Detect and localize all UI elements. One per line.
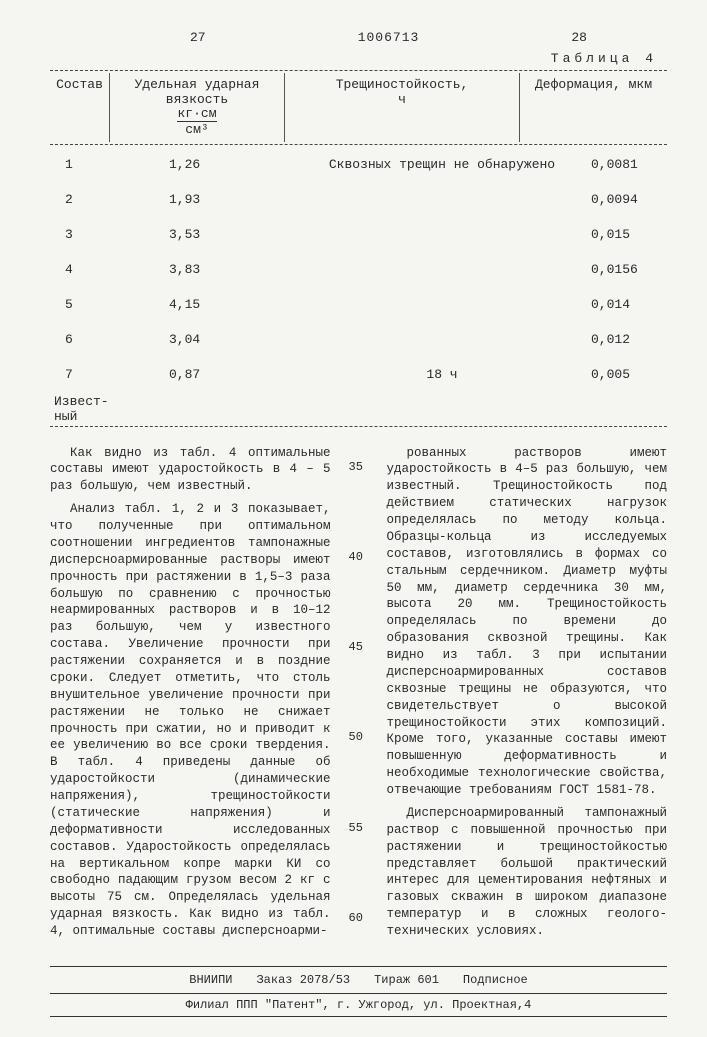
table-row: 54,15 0,014	[50, 287, 667, 322]
col-header-deform: Деформация, мкм	[520, 73, 668, 142]
footer-tirazh: Тираж 601	[374, 973, 439, 987]
footer-org: ВНИИПИ	[189, 973, 232, 987]
cell-crack	[323, 252, 561, 287]
col-header-viscosity: Удельная ударная вязкость кг·см см³	[110, 73, 285, 142]
cell-v: 3,53	[119, 217, 323, 252]
left-page-number: 27	[190, 30, 206, 45]
cell-n: 3	[50, 217, 119, 252]
cell-d: 0,0081	[561, 147, 667, 182]
line-number: 50	[349, 729, 369, 745]
table-rule-top	[50, 70, 667, 71]
cell-n: 1	[50, 147, 119, 182]
unit-fraction: кг·см см³	[177, 107, 216, 138]
col-header-sostav: Состав	[50, 73, 110, 142]
right-para-2: Дисперсноармированный тампонажный раство…	[387, 805, 668, 940]
footer-line-2: Филиал ППП "Патент", г. Ужгород, ул. Про…	[50, 994, 667, 1017]
table-row: 11,26Сквозных трещин не обнаружено0,0081	[50, 147, 667, 182]
footer-line-1: ВНИИПИ Заказ 2078/53 Тираж 601 Подписное	[50, 966, 667, 994]
cell-d: 0,012	[561, 322, 667, 357]
cell-v: 4,15	[119, 287, 323, 322]
cell-v: 1,93	[119, 182, 323, 217]
cell-v: 3,04	[119, 322, 323, 357]
line-number: 55	[349, 820, 369, 836]
right-para-1: рованных растворов имеют ударостойкость …	[387, 445, 668, 799]
cell-crack	[323, 217, 561, 252]
table-row: 63,04 0,012	[50, 322, 667, 357]
document-number: 1006713	[358, 30, 420, 45]
cell-n: 5	[50, 287, 119, 322]
cell-n: 6	[50, 322, 119, 357]
line-number: 40	[349, 549, 369, 565]
cell-crack	[323, 287, 561, 322]
data-table-body: 11,26Сквозных трещин не обнаружено0,0081…	[50, 147, 667, 392]
footer-addr: Филиал ППП "Патент", г. Ужгород, ул. Про…	[50, 998, 667, 1012]
table-row: 21,93 0,0094	[50, 182, 667, 217]
page-header: 27 1006713 28	[50, 30, 667, 45]
table-rule-mid	[50, 144, 667, 145]
cell-crack: Сквозных трещин не обнаружено	[323, 147, 561, 182]
cell-v: 0,87	[119, 357, 323, 392]
footer-sub: Подписное	[463, 973, 528, 987]
table-rule-bottom	[50, 426, 667, 427]
table-row: 33,53 0,015	[50, 217, 667, 252]
cell-crack: 18 ч	[323, 357, 561, 392]
line-numbers: 35 40 45 50 55 60	[349, 445, 369, 946]
cell-crack	[323, 322, 561, 357]
cell-n: 4	[50, 252, 119, 287]
table-row: 70,8718 ч0,005	[50, 357, 667, 392]
cell-d: 0,0156	[561, 252, 667, 287]
known-row-label: Извест- ный	[50, 394, 667, 424]
left-column: Как видно из табл. 4 оптимальные составы…	[50, 445, 331, 946]
right-column: рованных растворов имеют ударостойкость …	[387, 445, 668, 946]
cell-d: 0,015	[561, 217, 667, 252]
line-number: 60	[349, 910, 369, 926]
cell-crack	[323, 182, 561, 217]
cell-n: 2	[50, 182, 119, 217]
table-row: 43,83 0,0156	[50, 252, 667, 287]
line-number: 45	[349, 639, 369, 655]
footer-order: Заказ 2078/53	[256, 973, 350, 987]
cell-d: 0,014	[561, 287, 667, 322]
cell-n: 7	[50, 357, 119, 392]
right-page-number: 28	[571, 30, 587, 45]
col-header-crack: Трещиностойкость, ч	[285, 73, 520, 142]
cell-d: 0,0094	[561, 182, 667, 217]
cell-v: 1,26	[119, 147, 323, 182]
left-para-1: Как видно из табл. 4 оптимальные составы…	[50, 445, 331, 496]
body-text: Как видно из табл. 4 оптимальные составы…	[50, 445, 667, 946]
cell-v: 3,83	[119, 252, 323, 287]
data-table: Состав Удельная ударная вязкость кг·см с…	[50, 73, 667, 142]
cell-d: 0,005	[561, 357, 667, 392]
line-number: 35	[349, 459, 369, 475]
table-label: Таблица 4	[50, 51, 667, 66]
left-para-2: Анализ табл. 1, 2 и 3 показывает, что по…	[50, 501, 331, 940]
